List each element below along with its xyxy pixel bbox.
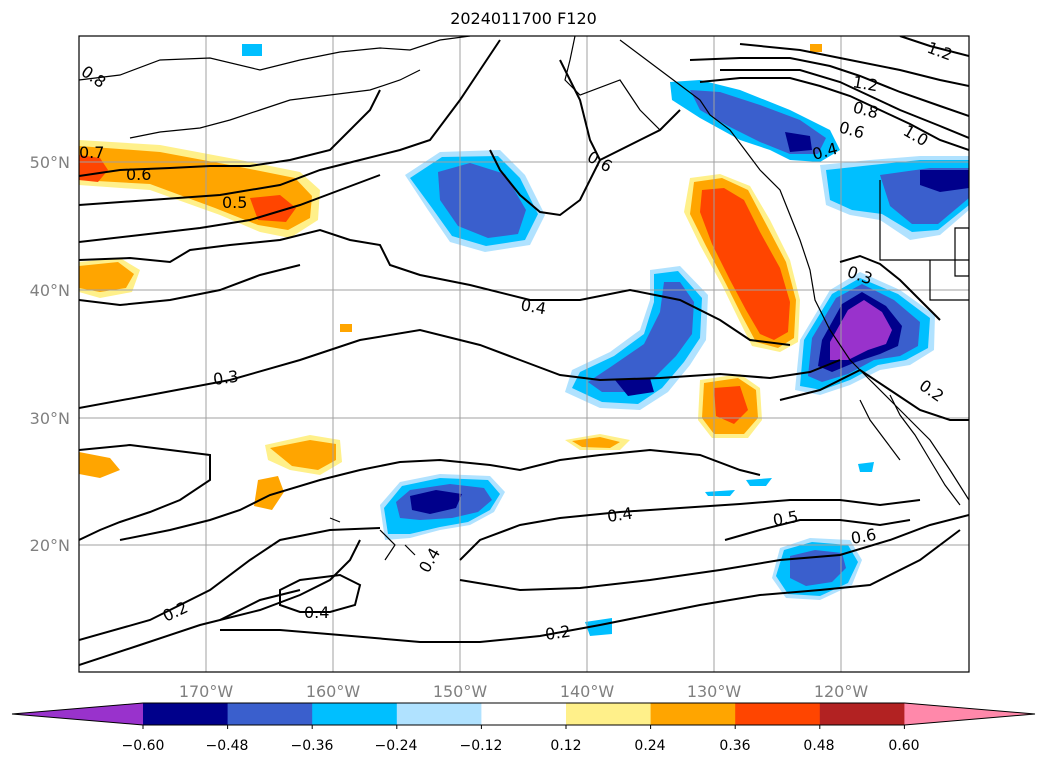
colorbar-segment (566, 703, 652, 725)
map-border (78, 35, 970, 673)
colorbar-labels: −0.60 −0.48 −0.36 −0.24 −0.12 0.12 0.24 … (122, 738, 920, 754)
colorbar-tick-label: 0.24 (634, 738, 665, 754)
colorbar-segment (143, 703, 229, 725)
colorbar-segment (819, 703, 905, 725)
lat-tick-labels: 50°N 40°N 30°N 20°N (30, 153, 70, 555)
lon-tick-label: 160°W (306, 682, 361, 701)
colorbar-segment (650, 703, 736, 725)
colorbar-extend-high (904, 703, 1035, 725)
lon-tick-label: 120°W (814, 682, 869, 701)
lat-tick-label: 50°N (30, 153, 70, 172)
contour-label: 0.5 (222, 193, 247, 212)
lat-tick-label: 30°N (30, 409, 70, 428)
colorbar-tick-label: 0.60 (888, 738, 919, 754)
map-title: 2024011700 F120 (450, 9, 597, 28)
colorbar-tick-label: −0.36 (291, 738, 334, 754)
lat-tick-label: 20°N (30, 536, 70, 555)
contour-label: 0.7 (79, 143, 104, 162)
contour-label: 0.2 (544, 622, 572, 644)
contour-label: 1.2 (851, 72, 879, 95)
coastlines (79, 36, 969, 561)
contour-label: 0.5 (771, 507, 799, 530)
contour-label: 0.4 (304, 603, 329, 622)
lon-tick-label: 140°W (560, 682, 615, 701)
contour-label: 0.4 (606, 504, 634, 526)
colorbar-segment (735, 703, 821, 725)
colorbar-tick-label: −0.24 (375, 738, 418, 754)
colorbar-segment (312, 703, 398, 725)
colorbar-tick-label: 0.36 (719, 738, 750, 754)
contour-label: 0.6 (126, 165, 151, 184)
lon-tick-labels: 170°W 160°W 150°W 140°W 130°W 120°W (179, 682, 869, 701)
colorbar-extend-low (12, 703, 143, 725)
colorbar-segment (481, 703, 567, 725)
contour-label: 0.6 (849, 525, 877, 548)
contour-lines (79, 36, 969, 666)
contour-label: 0.4 (519, 295, 547, 318)
colorbar-tick-label: 0.12 (550, 738, 581, 754)
lon-tick-label: 130°W (687, 682, 742, 701)
lon-tick-label: 150°W (433, 682, 488, 701)
colorbar-tick-label: 0.48 (803, 738, 834, 754)
contour-label: 0.3 (212, 367, 240, 389)
colorbar-tick-label: −0.48 (206, 738, 249, 754)
colorbar-tick-label: −0.12 (460, 738, 503, 754)
lat-tick-label: 40°N (30, 281, 70, 300)
colorbar-segment (396, 703, 482, 725)
gridlines (79, 36, 969, 672)
colorbar-tick-label: −0.60 (122, 738, 165, 754)
colorbar-segment (227, 703, 313, 725)
colorbar (11, 702, 1036, 729)
lon-tick-label: 170°W (179, 682, 234, 701)
